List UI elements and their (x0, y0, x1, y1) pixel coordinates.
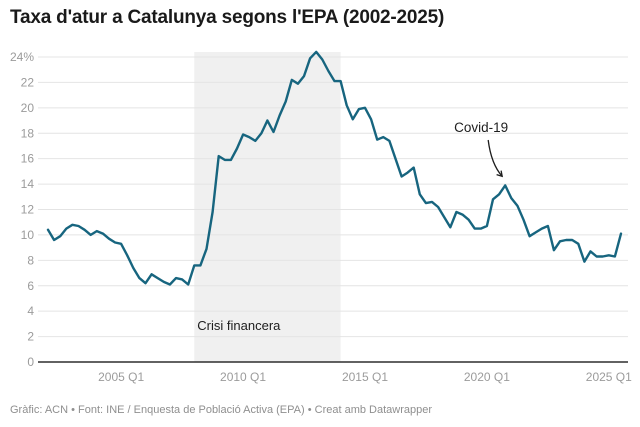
y-axis-tick-label: 24% (10, 50, 34, 64)
crisis-band-label: Crisi financera (197, 318, 281, 333)
chart-title: Taxa d'atur a Catalunya segons l'EPA (20… (10, 7, 445, 28)
unemployment-rate-line (46, 50, 623, 286)
y-axis-tick-label: 18 (21, 126, 35, 140)
x-axis-tick-label: 2005 Q1 (98, 370, 144, 384)
y-axis-tick-label: 0 (27, 355, 34, 369)
x-axis-tick-label: 2010 Q1 (220, 370, 266, 384)
x-axis-tick-label: 2015 Q1 (342, 370, 388, 384)
y-axis-tick-label: 20 (21, 101, 35, 115)
y-axis-tick-label: 2 (27, 330, 34, 344)
x-axis-tick-label: 2025 Q1 (586, 370, 632, 384)
y-axis-tick-label: 16 (21, 152, 35, 166)
covid-annotation-arrow (487, 139, 502, 176)
y-axis-tick-label: 12 (21, 203, 35, 217)
y-axis-tick-label: 4 (27, 304, 34, 318)
covid-annotation-label: Covid-19 (454, 120, 508, 135)
crisis-band (194, 52, 341, 362)
y-axis-tick-label: 6 (27, 279, 34, 293)
chart-footer-credit: Gràfic: ACN • Font: INE / Enquesta de Po… (10, 404, 433, 416)
y-axis-tick-label: 10 (21, 228, 35, 242)
y-axis-tick-label: 14 (21, 177, 35, 191)
y-axis-tick-label: 22 (21, 75, 35, 89)
x-axis-tick-label: 2020 Q1 (464, 370, 510, 384)
y-axis-tick-label: 8 (27, 253, 34, 267)
